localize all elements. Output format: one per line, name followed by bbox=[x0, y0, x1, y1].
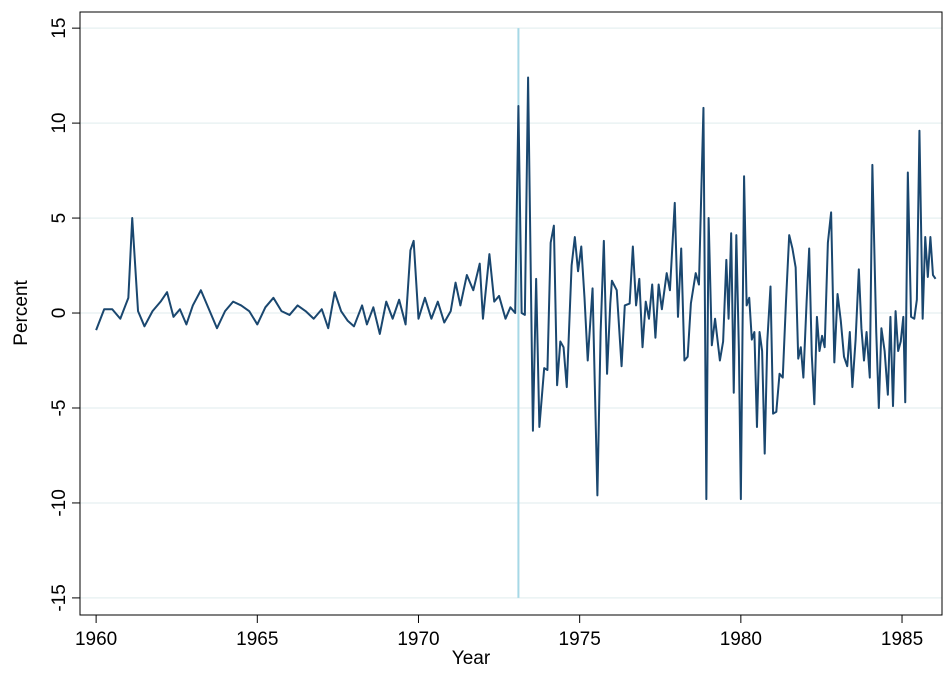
y-tick-label: 10 bbox=[49, 113, 70, 134]
x-tick-label: 1985 bbox=[881, 629, 923, 650]
axes: -15 -10 -5 0 5 10 15 1960 1965 1970 1975 1980 1985 bbox=[49, 18, 923, 650]
y-axis-title: Percent bbox=[11, 280, 32, 346]
y-tick-label: 0 bbox=[49, 308, 70, 319]
x-tick-label: 1980 bbox=[720, 629, 762, 650]
y-tick-label: -15 bbox=[49, 584, 70, 611]
y-tick-label: 5 bbox=[49, 213, 70, 224]
data-line bbox=[95, 76, 937, 501]
y-tick-label: 15 bbox=[49, 18, 70, 39]
marks bbox=[95, 28, 937, 598]
x-tick-label: 1970 bbox=[397, 629, 439, 650]
y-tick-label: -5 bbox=[49, 400, 70, 417]
x-axis-title: Year bbox=[452, 648, 491, 669]
x-tick-label: 1965 bbox=[236, 629, 278, 650]
y-tick-label: -10 bbox=[49, 489, 70, 516]
x-tick-label: 1975 bbox=[559, 629, 601, 650]
x-tick-label: 1960 bbox=[75, 629, 117, 650]
